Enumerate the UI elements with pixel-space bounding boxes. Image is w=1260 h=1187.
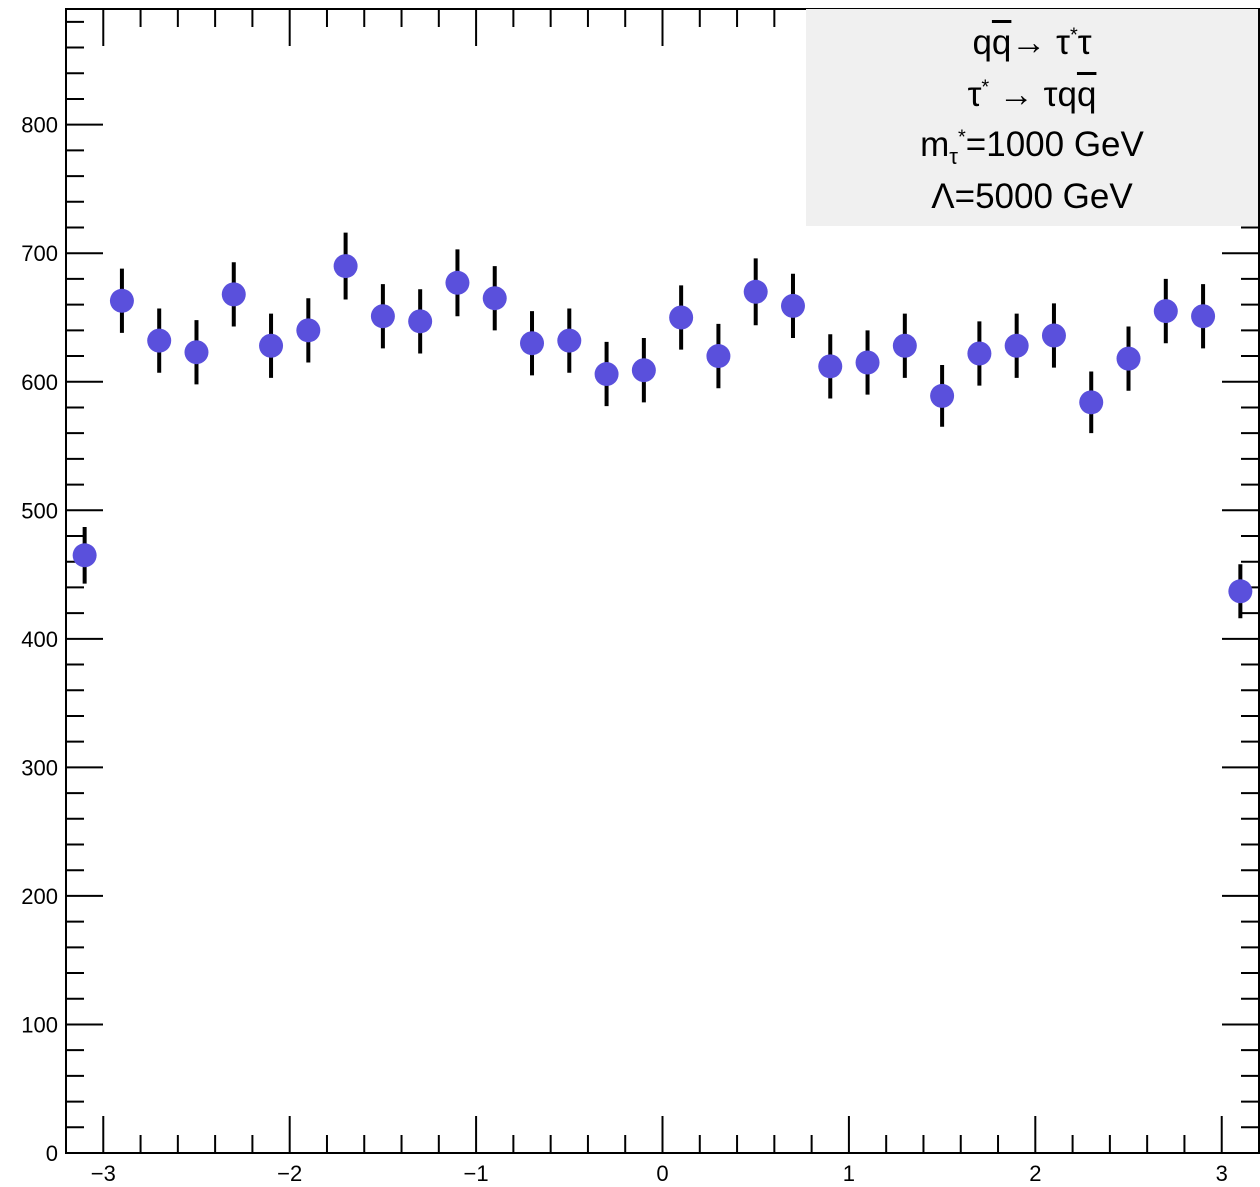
x-axis-tick-labels: −3 −2 −1 0 1 2 3 (91, 1161, 1228, 1186)
data-point (1116, 346, 1141, 371)
data-point (1004, 333, 1029, 358)
data-point (370, 304, 395, 329)
data-point (1079, 390, 1104, 415)
data-point (706, 344, 731, 369)
y-tick-label: 300 (21, 755, 58, 780)
data-point (259, 333, 284, 358)
data-point (631, 358, 656, 383)
legend-lambda: Λ=5000 GeV (806, 177, 1258, 217)
legend-tau: τ (1056, 23, 1070, 62)
y-tick-label: 800 (21, 113, 58, 138)
y-axis-tick-labels: 0 100 200 300 400 500 600 700 800 (21, 113, 58, 1166)
data-point (333, 254, 358, 279)
data-point (967, 341, 992, 366)
data-point (669, 305, 694, 330)
x-tick-label: 0 (656, 1161, 668, 1186)
data-point (855, 350, 880, 375)
y-tick-label: 500 (21, 498, 58, 523)
data-point (445, 270, 470, 295)
data-point (743, 279, 768, 304)
data-point (1191, 304, 1216, 329)
y-tick-label: 400 (21, 627, 58, 652)
legend-arrow: → (1011, 23, 1047, 62)
x-tick-label: 1 (843, 1161, 855, 1186)
mass-sub-star: * (958, 126, 966, 149)
data-point (520, 331, 545, 356)
data-point (930, 383, 955, 408)
data-point (482, 286, 507, 311)
decay-products: τq (1043, 75, 1077, 114)
x-tick-label: −3 (91, 1161, 116, 1186)
mass-symbol: m (920, 125, 950, 164)
data-point (818, 354, 843, 379)
data-point (594, 362, 619, 387)
decay-arrow: → (998, 75, 1034, 114)
lambda-symbol: Λ (931, 177, 955, 216)
mass-value: =1000 GeV (965, 125, 1144, 164)
y-tick-label: 100 (21, 1012, 58, 1037)
y-tick-label: 600 (21, 370, 58, 395)
legend-box: qq→ τ*τ τ* → τqq mτ*=1000 GeV Λ=5000 GeV (806, 9, 1258, 226)
data-point (1041, 323, 1066, 348)
x-tick-label: 2 (1029, 1161, 1041, 1186)
data-point (221, 282, 246, 307)
data-point (296, 318, 321, 343)
x-tick-label: −2 (277, 1161, 302, 1186)
legend-q: q (972, 23, 992, 62)
data-point (184, 340, 209, 365)
x-tick-label: −1 (464, 1161, 489, 1186)
decay-tau: τ (967, 75, 982, 114)
y-tick-label: 700 (21, 241, 58, 266)
legend-qbar: q (991, 23, 1012, 62)
data-point (892, 333, 917, 358)
x-tick-label: 3 (1216, 1161, 1228, 1186)
data-point (1153, 299, 1178, 324)
decay-star: * (981, 76, 990, 99)
y-tick-label: 0 (46, 1141, 58, 1166)
data-point (557, 328, 582, 353)
data-point (147, 328, 172, 353)
y-tick-label: 200 (21, 884, 58, 909)
decay-qbar: q (1076, 75, 1097, 114)
legend-star: * (1069, 24, 1078, 47)
data-points (72, 254, 1253, 604)
lambda-value: =5000 GeV (954, 177, 1133, 216)
data-point (1228, 579, 1253, 604)
mass-sub-tau: τ (949, 144, 958, 169)
data-point (72, 543, 97, 568)
legend-tau-2: τ (1077, 23, 1092, 62)
y-axis-ticks (66, 20, 1259, 1154)
legend-mass: mτ*=1000 GeV (806, 125, 1258, 168)
data-point (408, 309, 433, 334)
data-point (109, 288, 134, 313)
legend-decay: τ* → τqq (806, 75, 1258, 115)
error-bars (82, 232, 1243, 619)
data-point (780, 293, 805, 318)
legend-process: qq→ τ*τ (806, 23, 1258, 63)
